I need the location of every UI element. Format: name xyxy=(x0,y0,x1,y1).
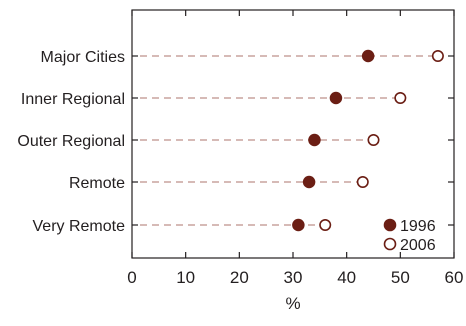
marker-2006 xyxy=(356,176,369,189)
marker-1996 xyxy=(329,91,343,105)
marker-1996 xyxy=(292,218,305,232)
marker-1996 xyxy=(361,49,375,63)
marker-1996 xyxy=(302,175,316,189)
x-tick-label: 60 xyxy=(445,268,464,287)
category-label: Outer Regional xyxy=(17,133,125,150)
x-tick-label: 20 xyxy=(230,268,249,287)
legend-marker-2006 xyxy=(383,237,397,251)
marker-2006 xyxy=(431,49,444,62)
marker-2006 xyxy=(367,134,380,147)
marker-2006 xyxy=(319,219,332,232)
category-label: Major Cities xyxy=(41,49,125,66)
x-tick-label: 0 xyxy=(127,268,136,287)
legend-label: 1996 xyxy=(400,218,436,235)
x-tick-label: 50 xyxy=(391,268,410,287)
legend-label: 2006 xyxy=(400,237,436,254)
category-label: Remote xyxy=(69,175,125,192)
x-axis-ticks: 0 10 20 30 40 50 60 xyxy=(127,10,463,287)
legend-marker-1996 xyxy=(383,218,397,232)
x-tick-label: 40 xyxy=(337,268,356,287)
marker-2006 xyxy=(394,92,407,105)
x-tick-label: 30 xyxy=(284,268,303,287)
category-label: Inner Regional xyxy=(21,91,125,108)
connector-lines xyxy=(132,55,454,226)
x-tick-label: 10 xyxy=(176,268,195,287)
marker-1996 xyxy=(308,133,321,147)
data-markers xyxy=(292,49,444,232)
category-labels: Major Cities Inner Regional Outer Regional… xyxy=(17,49,125,235)
legend: 1996 2006 xyxy=(383,218,436,254)
x-axis-title: % xyxy=(285,294,300,313)
category-label: Very Remote xyxy=(33,218,126,235)
